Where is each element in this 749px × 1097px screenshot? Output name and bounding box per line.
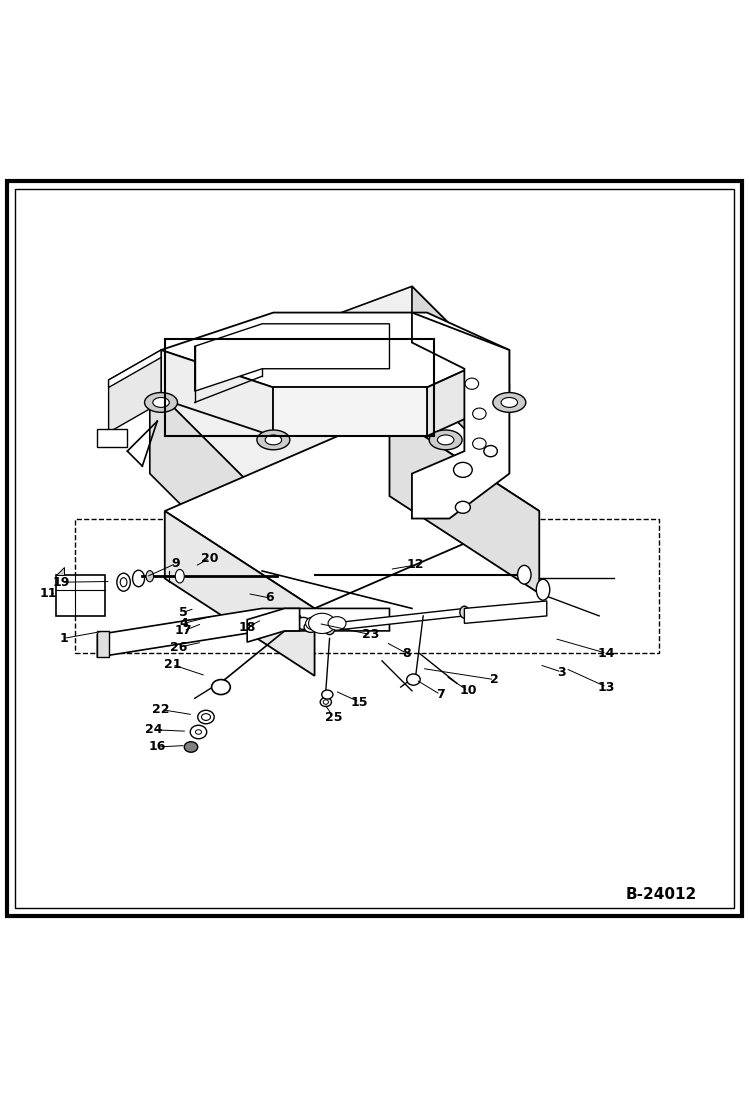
Polygon shape <box>150 384 247 570</box>
Ellipse shape <box>257 430 290 450</box>
Text: 12: 12 <box>407 558 425 572</box>
Ellipse shape <box>536 579 550 600</box>
Ellipse shape <box>455 501 470 513</box>
Polygon shape <box>56 567 64 575</box>
Text: 14: 14 <box>598 647 616 660</box>
Text: 9: 9 <box>172 557 181 570</box>
Ellipse shape <box>321 690 333 699</box>
Text: 8: 8 <box>402 647 411 660</box>
Ellipse shape <box>153 397 169 407</box>
Ellipse shape <box>117 574 130 591</box>
Text: 2: 2 <box>490 674 499 686</box>
Ellipse shape <box>437 434 454 445</box>
Text: 13: 13 <box>598 680 616 693</box>
Text: 1: 1 <box>59 632 68 645</box>
Ellipse shape <box>304 622 318 632</box>
Text: 19: 19 <box>52 576 70 589</box>
Ellipse shape <box>201 714 210 721</box>
Polygon shape <box>247 609 300 642</box>
Polygon shape <box>165 414 539 609</box>
Ellipse shape <box>184 742 198 753</box>
Polygon shape <box>109 350 161 387</box>
Ellipse shape <box>211 679 231 694</box>
Ellipse shape <box>133 570 145 587</box>
Polygon shape <box>330 609 464 631</box>
Text: 26: 26 <box>169 641 187 654</box>
Ellipse shape <box>484 445 497 456</box>
Polygon shape <box>97 609 389 657</box>
Polygon shape <box>97 631 109 657</box>
Text: 7: 7 <box>436 688 445 701</box>
Bar <box>75 519 659 654</box>
Ellipse shape <box>146 570 154 581</box>
Ellipse shape <box>493 393 526 412</box>
Ellipse shape <box>296 618 311 630</box>
Ellipse shape <box>328 617 346 630</box>
Text: 24: 24 <box>145 723 163 736</box>
Ellipse shape <box>190 725 207 738</box>
Ellipse shape <box>195 730 201 734</box>
Text: 22: 22 <box>152 703 170 716</box>
Ellipse shape <box>323 700 328 704</box>
Text: 25: 25 <box>324 711 342 724</box>
Ellipse shape <box>473 408 486 419</box>
Ellipse shape <box>429 430 462 450</box>
Text: 20: 20 <box>201 552 219 565</box>
Ellipse shape <box>453 462 472 477</box>
Text: 16: 16 <box>148 740 166 754</box>
FancyBboxPatch shape <box>56 575 105 615</box>
Bar <box>97 429 127 448</box>
Ellipse shape <box>309 613 336 633</box>
Polygon shape <box>464 601 547 623</box>
Ellipse shape <box>460 607 469 618</box>
Polygon shape <box>161 350 273 437</box>
Ellipse shape <box>175 569 184 583</box>
Ellipse shape <box>306 617 324 630</box>
Text: 15: 15 <box>351 695 369 709</box>
Polygon shape <box>161 313 509 387</box>
Ellipse shape <box>518 565 531 584</box>
Text: 17: 17 <box>175 624 192 637</box>
Polygon shape <box>427 350 509 437</box>
Polygon shape <box>273 387 427 437</box>
Polygon shape <box>412 286 509 474</box>
Text: 10: 10 <box>459 685 477 698</box>
Ellipse shape <box>120 578 127 587</box>
Polygon shape <box>195 324 389 392</box>
Text: 23: 23 <box>362 629 380 641</box>
Ellipse shape <box>501 397 518 407</box>
Text: 5: 5 <box>179 606 188 619</box>
Ellipse shape <box>282 612 301 627</box>
Ellipse shape <box>321 698 331 706</box>
Text: 11: 11 <box>40 587 58 600</box>
Ellipse shape <box>265 434 282 445</box>
Polygon shape <box>165 511 315 676</box>
Text: 18: 18 <box>238 621 256 634</box>
Polygon shape <box>389 414 539 593</box>
Text: 6: 6 <box>265 591 274 604</box>
Polygon shape <box>150 286 509 482</box>
Ellipse shape <box>198 710 214 724</box>
Text: 4: 4 <box>179 617 188 630</box>
Text: 3: 3 <box>557 666 566 679</box>
Ellipse shape <box>145 393 178 412</box>
Ellipse shape <box>473 438 486 450</box>
Polygon shape <box>412 313 509 519</box>
Text: B-24012: B-24012 <box>625 887 697 902</box>
Polygon shape <box>109 350 161 432</box>
Ellipse shape <box>407 674 420 686</box>
Ellipse shape <box>324 620 336 635</box>
Ellipse shape <box>465 378 479 389</box>
Text: 21: 21 <box>163 658 181 671</box>
